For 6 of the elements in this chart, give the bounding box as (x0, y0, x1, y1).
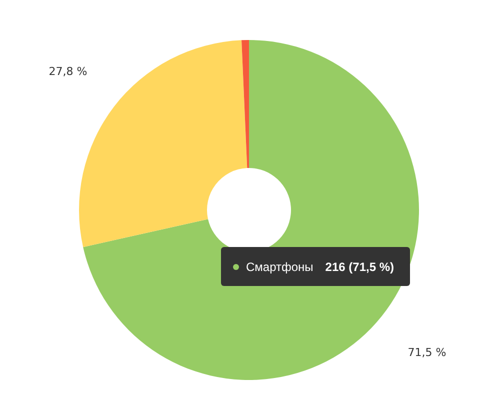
data-label: 27,8 % (48, 64, 88, 78)
donut-slice (79, 40, 248, 248)
data-label: 71,5 % (408, 346, 446, 360)
donut-slice (242, 40, 249, 168)
legend-label: Смартфоны (246, 260, 314, 274)
text: 216 (71,5 %) (325, 260, 394, 274)
